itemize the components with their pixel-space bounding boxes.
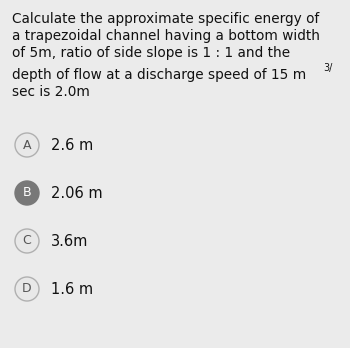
Text: D: D	[22, 283, 32, 295]
Text: sec is 2.0m: sec is 2.0m	[12, 85, 90, 99]
Text: 2.6 m: 2.6 m	[51, 137, 93, 152]
Text: 3/: 3/	[323, 63, 333, 73]
Text: 1.6 m: 1.6 m	[51, 282, 93, 296]
Text: depth of flow at a discharge speed of 15 m: depth of flow at a discharge speed of 15…	[12, 68, 306, 82]
Text: a trapezoidal channel having a bottom width: a trapezoidal channel having a bottom wi…	[12, 29, 320, 43]
Text: 2.06 m: 2.06 m	[51, 185, 103, 200]
Text: 3.6m: 3.6m	[51, 234, 88, 248]
Text: Calculate the approximate specific energy of: Calculate the approximate specific energ…	[12, 12, 319, 26]
Text: B: B	[23, 187, 31, 199]
Text: A: A	[23, 139, 31, 151]
Text: of 5m, ratio of side slope is 1 : 1 and the: of 5m, ratio of side slope is 1 : 1 and …	[12, 46, 290, 60]
Text: C: C	[23, 235, 32, 247]
